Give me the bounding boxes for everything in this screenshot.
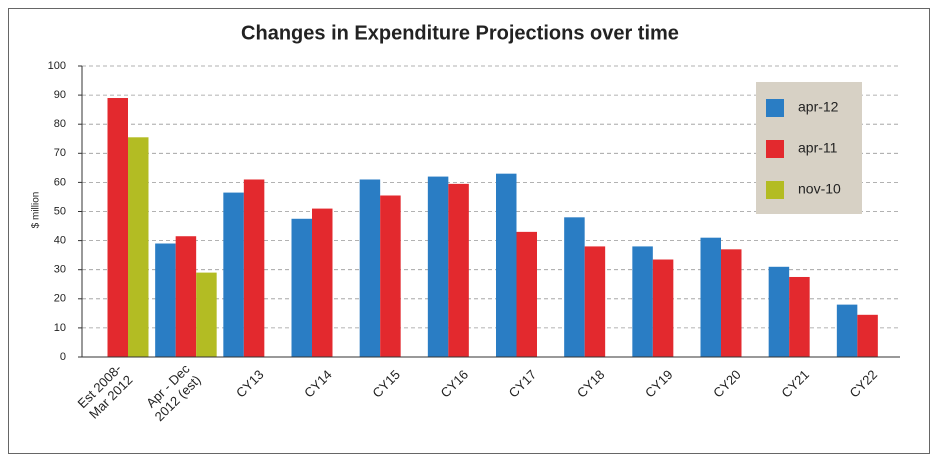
- y-tick-label: 50: [54, 205, 66, 217]
- y-axis-label: $ million: [31, 192, 42, 229]
- y-tick-label: 40: [54, 235, 66, 247]
- bar: [564, 217, 585, 357]
- y-tick-label: 100: [48, 60, 66, 72]
- bar: [448, 183, 469, 357]
- bar: [155, 243, 176, 357]
- bar: [291, 218, 312, 357]
- bar: [768, 266, 790, 357]
- bar: [312, 208, 333, 357]
- y-tick-label: 60: [54, 176, 66, 188]
- bar: [175, 236, 197, 357]
- legend-label: nov-10: [798, 181, 841, 197]
- legend-swatch: [766, 99, 784, 117]
- bar: [632, 246, 653, 357]
- legend-label: apr-12: [798, 99, 839, 115]
- bar: [496, 173, 517, 357]
- y-tick-label: 70: [54, 147, 66, 159]
- bar: [721, 249, 742, 357]
- bar: [427, 176, 449, 357]
- legend-swatch: [766, 140, 784, 158]
- bar: [223, 192, 244, 357]
- bar: [836, 304, 858, 357]
- bar: [652, 259, 674, 357]
- bar: [196, 272, 217, 357]
- bar: [380, 195, 401, 357]
- bar: [516, 231, 537, 357]
- y-tick-label: 80: [54, 118, 66, 130]
- bar: [700, 237, 721, 357]
- bar: [128, 137, 149, 357]
- legend-label: apr-11: [798, 140, 838, 156]
- y-tick-label: 10: [54, 322, 66, 334]
- bar: [107, 98, 128, 357]
- bar: [857, 314, 878, 357]
- y-tick-label: 0: [60, 351, 66, 363]
- bar: [243, 179, 265, 357]
- bar: [789, 276, 810, 357]
- chart-title: Changes in Expenditure Projections over …: [241, 22, 679, 44]
- y-tick-label: 20: [54, 293, 66, 305]
- bar: [584, 246, 606, 357]
- bar: [359, 179, 381, 357]
- y-tick-label: 30: [54, 264, 66, 276]
- y-tick-label: 90: [54, 89, 66, 101]
- legend-swatch: [766, 181, 784, 199]
